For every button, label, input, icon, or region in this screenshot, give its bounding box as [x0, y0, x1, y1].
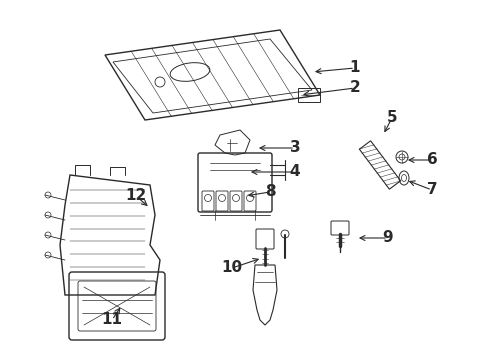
Text: 8: 8 — [264, 184, 275, 199]
Text: 9: 9 — [382, 230, 392, 246]
Text: 1: 1 — [349, 60, 360, 76]
Text: 7: 7 — [426, 183, 436, 198]
Bar — [297, 88, 319, 102]
Text: 3: 3 — [289, 140, 300, 156]
Text: 5: 5 — [386, 111, 397, 126]
Text: 11: 11 — [102, 312, 122, 328]
Text: 12: 12 — [125, 189, 146, 203]
Text: 2: 2 — [349, 81, 360, 95]
Text: 4: 4 — [289, 165, 300, 180]
Text: 10: 10 — [221, 261, 242, 275]
Text: 6: 6 — [426, 153, 436, 167]
